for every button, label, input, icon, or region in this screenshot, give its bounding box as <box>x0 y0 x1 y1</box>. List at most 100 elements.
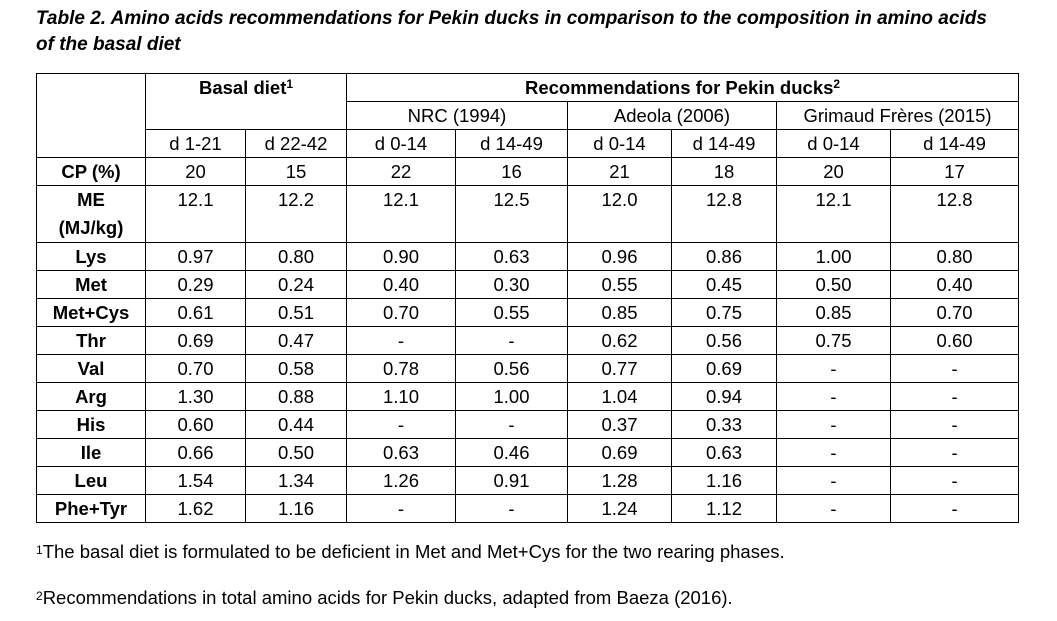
table-cell: 12.8 <box>671 185 777 243</box>
table-cell: 0.69 <box>567 438 672 467</box>
table-cell: 0.77 <box>567 354 672 383</box>
table-cell: - <box>776 466 891 495</box>
table-cell: 0.55 <box>455 298 568 327</box>
footnote-mark: 2 <box>36 589 43 603</box>
table-cell: 1.10 <box>346 382 456 411</box>
header-source-nrc: NRC (1994) <box>346 101 568 130</box>
table-cell: 0.85 <box>776 298 891 327</box>
table-cell: 0.96 <box>567 242 672 271</box>
table-cell: 0.80 <box>245 242 347 271</box>
table-cell: 1.26 <box>346 466 456 495</box>
table-cell: 12.0 <box>567 185 672 243</box>
table-cell: - <box>346 494 456 523</box>
table-cell: 18 <box>671 157 777 186</box>
amino-acids-table: Basal diet1 Recommendations for Pekin du… <box>36 73 1020 523</box>
row-label: Thr <box>36 326 146 355</box>
table-cell: 0.90 <box>346 242 456 271</box>
table-cell: 1.16 <box>245 494 347 523</box>
row-label: Val <box>36 354 146 383</box>
table-cell: 1.30 <box>145 382 246 411</box>
footnote-mark: 1 <box>36 543 43 557</box>
table-cell: 0.75 <box>776 326 891 355</box>
table-cell: 0.70 <box>145 354 246 383</box>
header-row-periods: d 1-21 d 22-42 d 0-14 d 14-49 d 0-14 d 1… <box>36 129 1020 158</box>
table-cell: 0.55 <box>567 270 672 299</box>
table-cell: 0.30 <box>455 270 568 299</box>
table-cell: 0.61 <box>145 298 246 327</box>
header-basal-gap <box>145 101 347 130</box>
table-cell: 0.46 <box>455 438 568 467</box>
table-cell: 0.97 <box>145 242 246 271</box>
table-cell: 1.00 <box>455 382 568 411</box>
table-cell: 0.29 <box>145 270 246 299</box>
header-recommendations: Recommendations for Pekin ducks2 <box>345 73 1020 102</box>
table-cell: 0.56 <box>455 354 568 383</box>
caption-line-2: of the basal diet <box>36 34 181 55</box>
header-row-groups: Basal diet1 Recommendations for Pekin du… <box>36 73 1020 102</box>
table-row: Phe+Tyr 1.62 1.16 - - 1.24 1.12 - - <box>36 494 1020 523</box>
table-row: CP (%) 20 15 22 16 21 18 20 17 <box>36 157 1020 186</box>
table-row: Ile 0.66 0.50 0.63 0.46 0.69 0.63 - - <box>36 438 1020 467</box>
table-cell: 1.04 <box>567 382 672 411</box>
table-cell: 0.78 <box>346 354 456 383</box>
table-row: Thr 0.69 0.47 - - 0.62 0.56 0.75 0.60 <box>36 326 1020 355</box>
table-cell: 17 <box>889 157 1020 186</box>
table-cell: 1.16 <box>671 466 777 495</box>
table-cell: 12.2 <box>245 185 347 243</box>
header-corner-cell <box>36 101 146 130</box>
header-period: d 0-14 <box>567 129 672 158</box>
table-row: Lys 0.97 0.80 0.90 0.63 0.96 0.86 1.00 0… <box>36 242 1020 271</box>
table-cell: 0.66 <box>145 438 246 467</box>
table-cell: - <box>889 466 1020 495</box>
header-period: d 0-14 <box>346 129 456 158</box>
table-cell: 0.63 <box>346 438 456 467</box>
table-row: Met 0.29 0.24 0.40 0.30 0.55 0.45 0.50 0… <box>36 270 1020 299</box>
table-row: His 0.60 0.44 - - 0.37 0.33 - - <box>36 410 1020 439</box>
table-row: Val 0.70 0.58 0.78 0.56 0.77 0.69 - - <box>36 354 1020 383</box>
footnote-2: 2Recommendations in total amino acids fo… <box>36 587 733 609</box>
header-period: d 14-49 <box>671 129 777 158</box>
table-cell: 0.44 <box>245 410 347 439</box>
row-label: ME (MJ/kg) <box>36 185 146 243</box>
table-cell: 0.70 <box>889 298 1020 327</box>
table-cell: 0.91 <box>455 466 568 495</box>
row-label: Ile <box>36 438 146 467</box>
header-period: d 0-14 <box>776 129 891 158</box>
table-cell: 0.63 <box>455 242 568 271</box>
row-label: His <box>36 410 146 439</box>
table-cell: 0.75 <box>671 298 777 327</box>
row-label: Leu <box>36 466 146 495</box>
table-cell: - <box>889 354 1020 383</box>
table-row: ME (MJ/kg) 12.1 12.2 12.1 12.5 12.0 12.8 … <box>36 185 1020 243</box>
table-cell: 1.34 <box>245 466 347 495</box>
footnote-1: 1The basal diet is formulated to be defi… <box>36 541 785 563</box>
table-cell: 12.1 <box>346 185 456 243</box>
header-period: d 14-49 <box>455 129 568 158</box>
table-cell: 1.24 <box>567 494 672 523</box>
header-period: d 22-42 <box>245 129 347 158</box>
table-cell: 1.00 <box>776 242 891 271</box>
row-label: Lys <box>36 242 146 271</box>
table-cell: 0.37 <box>567 410 672 439</box>
row-label: Met+Cys <box>36 298 146 327</box>
caption-line-1: Table 2. Amino acids recommendations for… <box>36 8 987 29</box>
table-cell: 0.86 <box>671 242 777 271</box>
footnote-text: Recommendations in total amino acids for… <box>42 587 733 608</box>
table-cell: - <box>776 494 891 523</box>
table-cell: 1.62 <box>145 494 246 523</box>
table-cell: 0.63 <box>671 438 777 467</box>
row-label: CP (%) <box>36 157 146 186</box>
table-caption: Table 2. Amino acids recommendations for… <box>36 6 1046 58</box>
table-cell: 16 <box>455 157 568 186</box>
header-row-sources: NRC (1994) Adeola (2006) Grimaud Frères … <box>36 101 1020 130</box>
table-cell: 0.69 <box>671 354 777 383</box>
table-cell: 1.28 <box>567 466 672 495</box>
table-cell: 0.60 <box>145 410 246 439</box>
table-cell: 0.80 <box>889 242 1020 271</box>
table-cell: - <box>776 382 891 411</box>
table-cell: - <box>455 494 568 523</box>
table-cell: 12.5 <box>455 185 568 243</box>
header-source-grimaud: Grimaud Frères (2015) <box>775 101 1020 130</box>
table-cell: - <box>455 326 568 355</box>
table-cell: 20 <box>145 157 246 186</box>
